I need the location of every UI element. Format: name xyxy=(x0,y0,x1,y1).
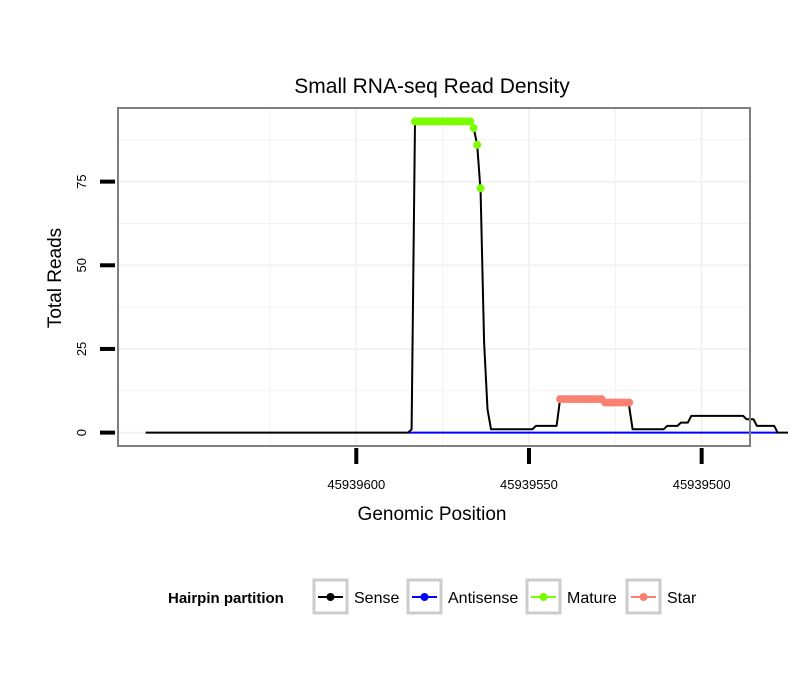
y-tick-label: 25 xyxy=(74,342,89,356)
x-axis: 45939600 45939550 45939500 xyxy=(327,448,731,492)
x-tick-label: 45939550 xyxy=(500,477,558,492)
y-tick-label: 75 xyxy=(74,174,89,188)
y-tick-label: 50 xyxy=(74,258,89,272)
legend-label: Sense xyxy=(354,590,399,607)
data-point-mature xyxy=(466,117,475,126)
legend-key-point xyxy=(420,593,429,601)
legend-item-sense: Sense xyxy=(312,578,399,615)
legend-key-point xyxy=(539,593,548,601)
x-tick-label: 45939500 xyxy=(673,477,731,492)
y-axis-label: Total Reads xyxy=(45,228,66,328)
panel-border xyxy=(117,107,751,447)
data-point-mature xyxy=(469,124,478,133)
gridlines xyxy=(118,108,750,446)
data-point-mature xyxy=(473,140,482,149)
panel-background xyxy=(118,108,750,446)
legend-key-point xyxy=(326,593,335,601)
legend-item-star: Star xyxy=(625,578,697,615)
chart-title: Small RNA-seq Read Density xyxy=(294,75,570,98)
x-tick-label: 45939600 xyxy=(327,477,385,492)
y-axis: 0 25 50 75 xyxy=(74,174,115,436)
x-axis-label: Genomic Position xyxy=(358,504,507,525)
legend-item-mature: Mature xyxy=(525,578,617,615)
legend-label: Star xyxy=(667,590,697,607)
y-tick-label: 0 xyxy=(74,429,89,436)
legend: Hairpin partition Sense Antisense Mature St… xyxy=(168,578,697,615)
series-layer xyxy=(145,117,788,434)
data-point-mature xyxy=(476,184,485,193)
legend-title: Hairpin partition xyxy=(168,590,284,607)
legend-key-point xyxy=(639,593,648,601)
plot-area xyxy=(117,107,788,447)
legend-items: Sense Antisense Mature Star xyxy=(312,578,697,615)
legend-label: Mature xyxy=(567,590,617,607)
legend-item-antisense: Antisense xyxy=(406,578,518,615)
legend-label: Antisense xyxy=(448,590,518,607)
data-point-star xyxy=(625,398,634,407)
